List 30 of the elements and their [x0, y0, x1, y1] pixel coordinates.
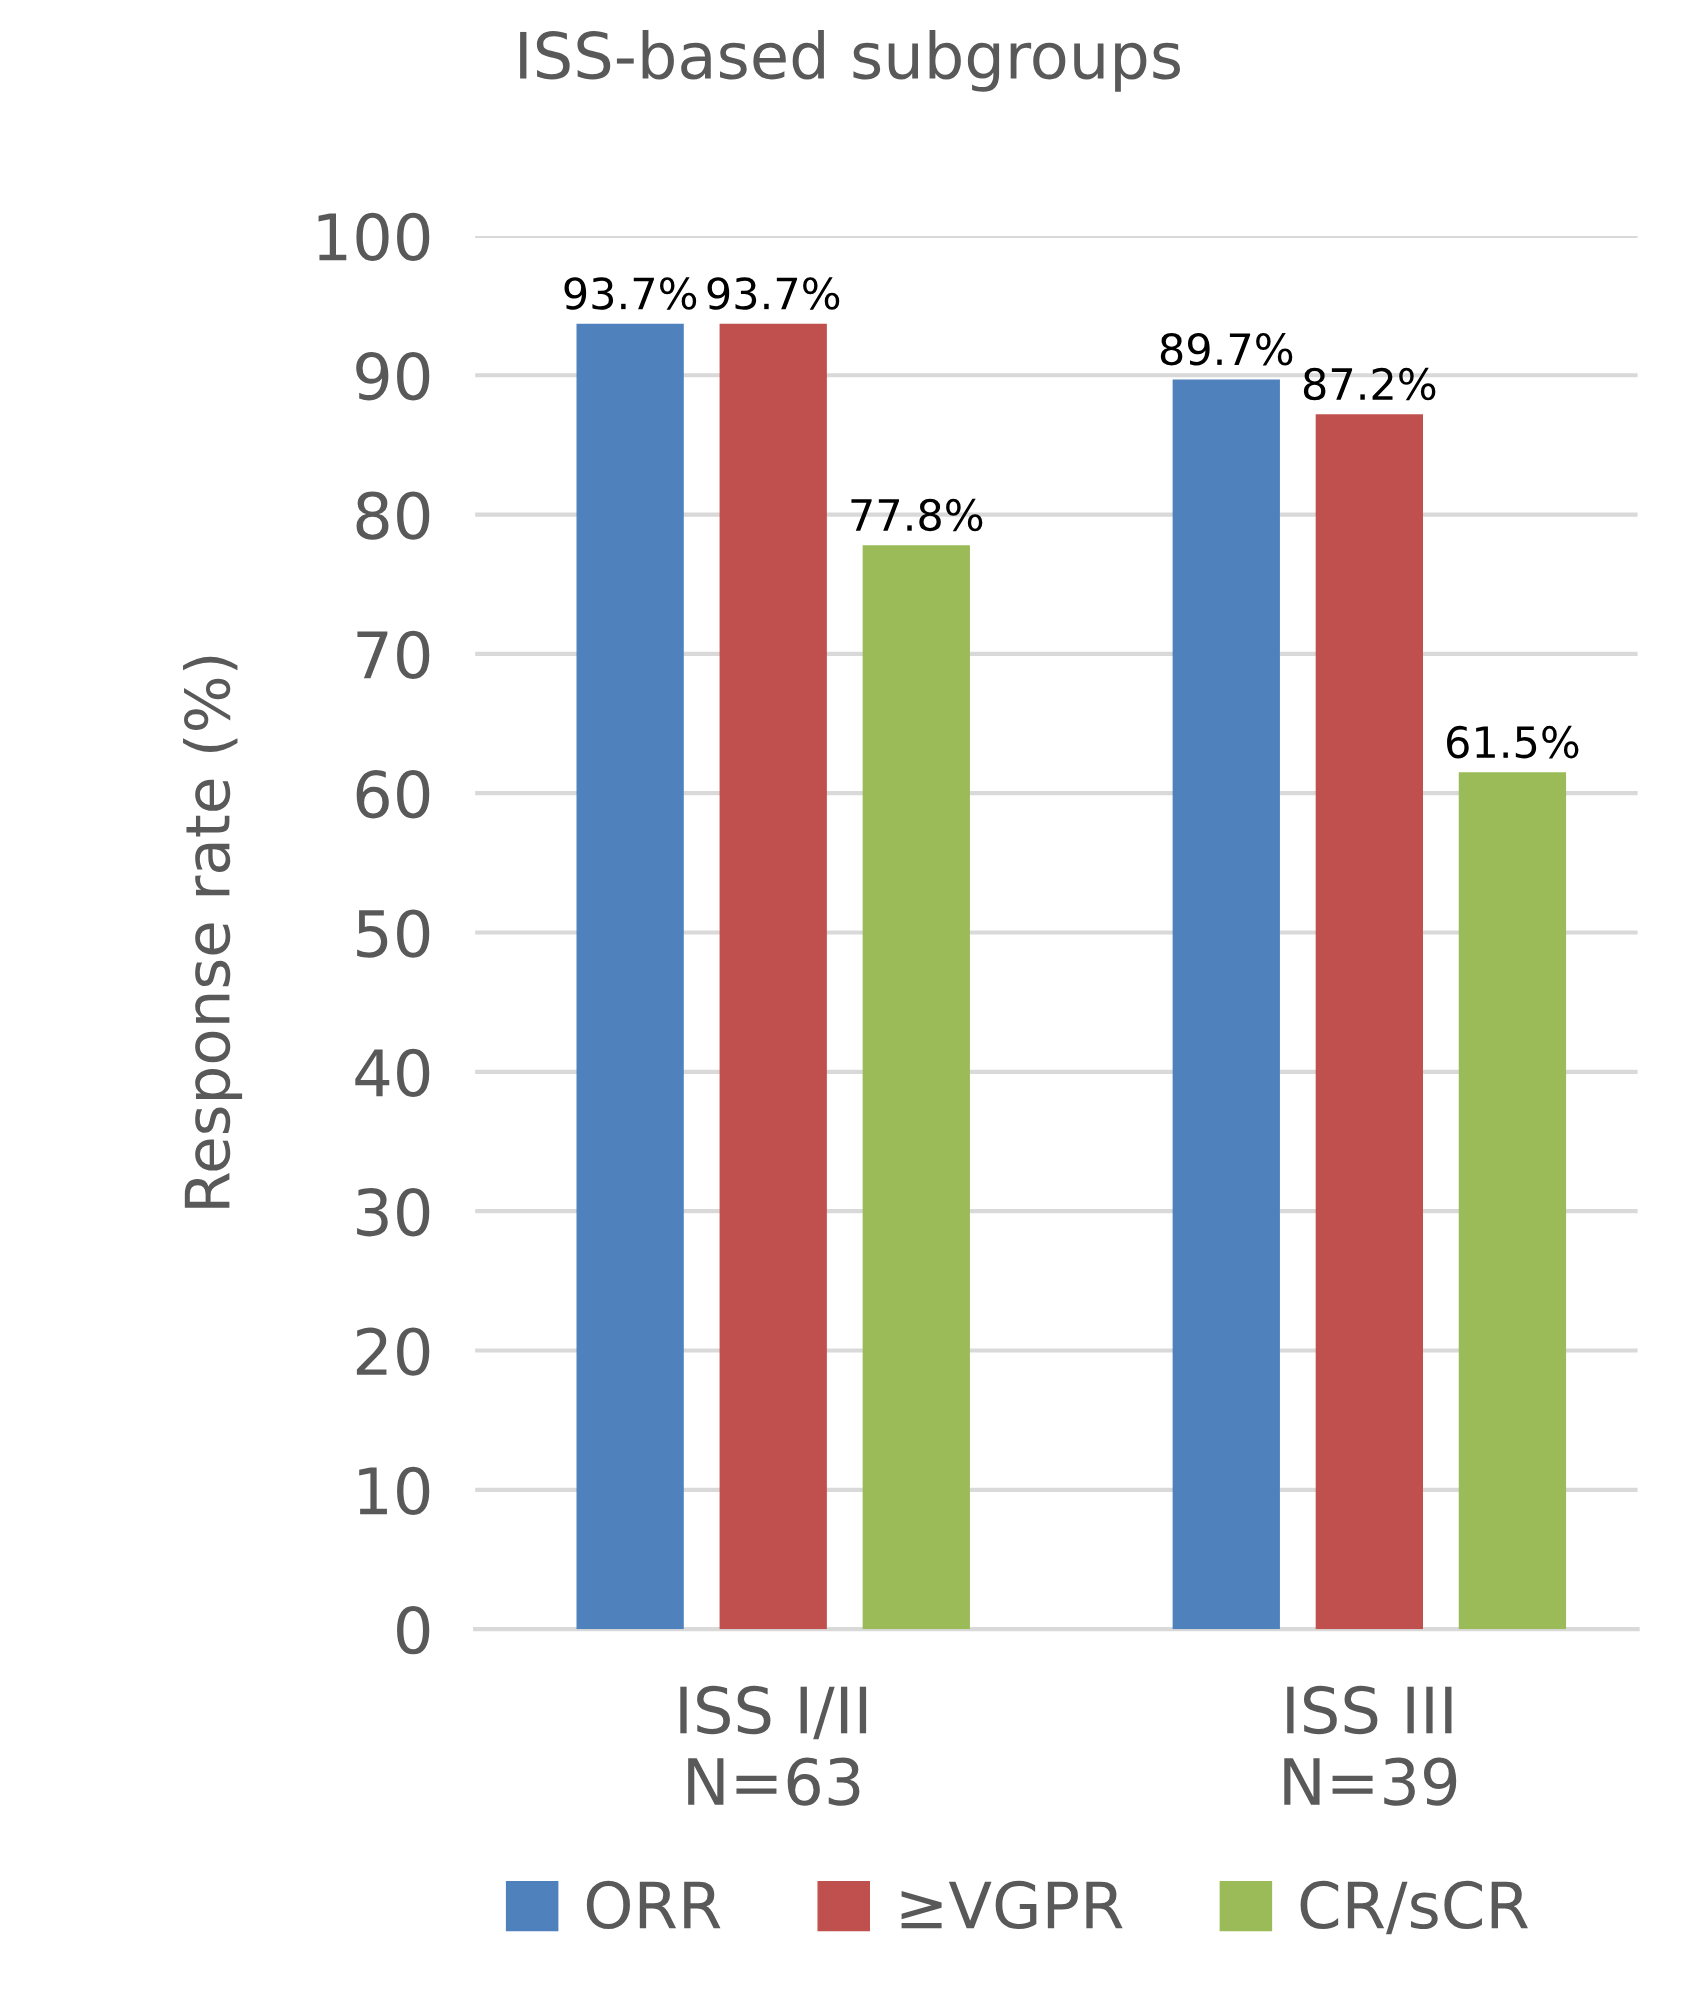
y-tick-label: 0 [397, 1606, 430, 1655]
data-label: 61.5% [1447, 725, 1579, 759]
legend-label: CR/sCR [1300, 1880, 1528, 1935]
y-tick-label: 30 [357, 1188, 430, 1237]
data-label: 93.7% [564, 277, 697, 310]
legend-label: ≥VGPR [901, 1880, 1123, 1930]
bar [1315, 414, 1423, 1630]
chart-title: ISS-based subgroups [520, 29, 1181, 92]
data-label: 89.7% [1160, 332, 1293, 366]
y-tick-label: 10 [359, 1466, 430, 1516]
y-tick-label: 100 [318, 212, 430, 262]
y-tick-label: 20 [356, 1327, 430, 1376]
bar [1172, 379, 1280, 1630]
y-tick-label: 80 [356, 491, 430, 540]
y-tick-label: 40 [355, 1048, 430, 1098]
bar [1458, 772, 1567, 1630]
bar [862, 545, 970, 1630]
data-label: 77.8% [851, 498, 983, 532]
y-tick-label: 50 [357, 909, 430, 958]
legend-label: ORR [586, 1880, 721, 1930]
y-axis-title: Response rate (%) [183, 656, 243, 1208]
data-label: 93.7% [707, 277, 840, 310]
y-tick-label: 70 [357, 630, 430, 680]
bar [719, 323, 827, 1630]
y-tick-label: 90 [356, 352, 430, 401]
y-tick-label: 60 [356, 770, 430, 819]
data-label: 87.2% [1303, 367, 1436, 401]
x-tick-label: ISS I/II N=63 [680, 1685, 867, 1806]
x-tick-label: ISS III N=39 [1284, 1685, 1457, 1806]
bar [576, 323, 684, 1630]
